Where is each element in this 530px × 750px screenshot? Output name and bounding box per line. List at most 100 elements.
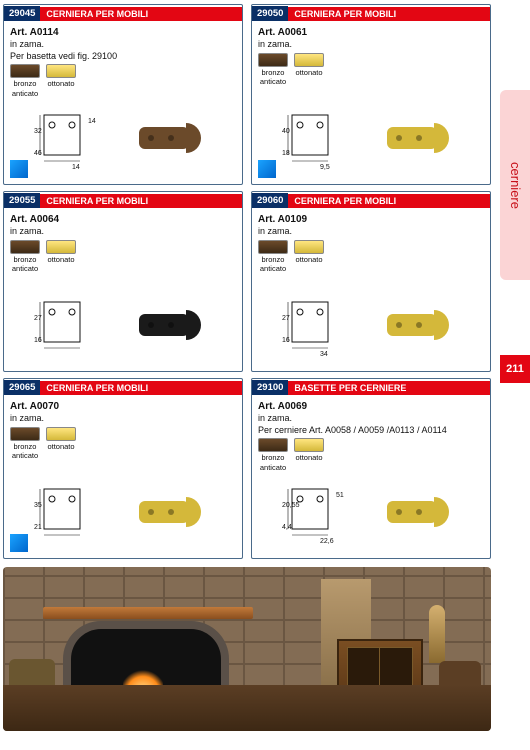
- svg-text:27: 27: [34, 315, 42, 322]
- swatch-label: ottonato: [294, 68, 324, 78]
- technical-drawing: 20,554,422,651,65: [274, 477, 344, 547]
- diagram-area: 20,554,422,651,65: [256, 469, 486, 554]
- product-code: 29045: [4, 6, 40, 21]
- technical-drawing: 40189,5: [274, 103, 344, 173]
- swatch-color: [46, 64, 76, 78]
- swatch-gold: ottonato: [294, 240, 324, 275]
- svg-text:46: 46: [34, 150, 42, 157]
- swatch-gold: ottonato: [46, 64, 76, 99]
- material: in zama.: [258, 413, 484, 425]
- swatch-color: [258, 438, 288, 452]
- page-number-badge: 211: [500, 355, 530, 383]
- product-cell: 29045 CERNIERA PER MOBILI Art. A0114 in …: [3, 4, 243, 185]
- note: Per cerniere Art. A0058 / A0059 /A0113 /…: [258, 425, 484, 437]
- swatch-label: ottonato: [46, 79, 76, 89]
- page-number: 211: [506, 363, 524, 375]
- product-title: CERNIERA PER MOBILI: [40, 7, 242, 21]
- swatch-color: [10, 427, 40, 441]
- product-render: [379, 103, 469, 173]
- diagram-area: 2716: [8, 282, 238, 367]
- swatch-color: [294, 438, 324, 452]
- diagram-area: 27 16 34: [256, 282, 486, 367]
- swatch-color: [258, 240, 288, 254]
- cell-header: 29100 BASETTE PER CERNIERE: [252, 379, 490, 396]
- product-code: 29100: [252, 380, 288, 395]
- svg-text:21: 21: [34, 524, 42, 531]
- svg-text:22,6: 22,6: [320, 538, 334, 545]
- swatch-gold: ottonato: [294, 53, 324, 88]
- product-code: 29060: [252, 193, 288, 208]
- finish-swatches: bronzoanticato ottonato: [10, 427, 236, 462]
- product-cell: 29060 CERNIERA PER MOBILI Art. A0109 in …: [251, 191, 491, 372]
- swatch-color: [46, 240, 76, 254]
- product-cell: 29065 CERNIERA PER MOBILI Art. A0070 in …: [3, 378, 243, 559]
- cell-body: Art. A0064 in zama. bronzoanticato otton…: [4, 209, 242, 278]
- cell-body: Art. A0069 in zama. Per cerniere Art. A0…: [252, 396, 490, 477]
- svg-text:9,5: 9,5: [320, 164, 330, 171]
- blue-marker-icon: [10, 534, 28, 552]
- svg-text:34: 34: [320, 351, 328, 358]
- swatch-color: [10, 64, 40, 78]
- product-grid: 29045 CERNIERA PER MOBILI Art. A0114 in …: [3, 4, 497, 565]
- svg-text:18: 18: [282, 150, 290, 157]
- product-render: [131, 103, 221, 173]
- technical-drawing: 27 16 34: [274, 290, 344, 360]
- svg-text:20,55: 20,55: [282, 502, 300, 509]
- finish-swatches: bronzoanticato ottonato: [258, 240, 484, 275]
- product-code: 29050: [252, 6, 288, 21]
- product-render: [379, 477, 469, 547]
- article-number: Art. A0109: [258, 213, 484, 226]
- swatch-color: [294, 240, 324, 254]
- material: in zama.: [258, 226, 484, 238]
- product-title: CERNIERA PER MOBILI: [40, 194, 242, 208]
- svg-text:14: 14: [88, 118, 96, 125]
- cell-header: 29065 CERNIERA PER MOBILI: [4, 379, 242, 396]
- product-title: CERNIERA PER MOBILI: [40, 381, 242, 395]
- product-title: CERNIERA PER MOBILI: [288, 7, 490, 21]
- article-number: Art. A0061: [258, 26, 484, 39]
- material: in zama.: [10, 413, 236, 425]
- swatch-label: ottonato: [46, 442, 76, 452]
- cell-body: Art. A0114 in zama. Per basetta vedi fig…: [4, 22, 242, 103]
- swatch-color: [294, 53, 324, 67]
- finish-swatches: bronzoanticato ottonato: [258, 438, 484, 473]
- swatch-bronze: bronzoanticato: [10, 240, 40, 275]
- swatch-label: bronzoanticato: [258, 68, 288, 88]
- svg-text:16: 16: [282, 337, 290, 344]
- article-number: Art. A0069: [258, 400, 484, 413]
- swatch-bronze: bronzoanticato: [10, 64, 40, 99]
- sidebar: cerniere 211: [497, 0, 530, 750]
- svg-text:27: 27: [282, 315, 290, 322]
- finish-swatches: bronzoanticato ottonato: [258, 53, 484, 88]
- swatch-bronze: bronzoanticato: [258, 240, 288, 275]
- product-cell: 29100 BASETTE PER CERNIERE Art. A0069 in…: [251, 378, 491, 559]
- cell-header: 29055 CERNIERA PER MOBILI: [4, 192, 242, 209]
- swatch-color: [46, 427, 76, 441]
- swatch-label: bronzoanticato: [10, 255, 40, 275]
- product-cell: 29055 CERNIERA PER MOBILI Art. A0064 in …: [3, 191, 243, 372]
- material: in zama.: [10, 226, 236, 238]
- note: Per basetta vedi fig. 29100: [10, 51, 236, 63]
- cell-header: 29045 CERNIERA PER MOBILI: [4, 5, 242, 22]
- product-title: BASETTE PER CERNIERE: [288, 381, 490, 395]
- swatch-color: [10, 240, 40, 254]
- product-title: CERNIERA PER MOBILI: [288, 194, 490, 208]
- material: in zama.: [10, 39, 236, 51]
- swatch-gold: ottonato: [46, 427, 76, 462]
- cell-header: 29050 CERNIERA PER MOBILI: [252, 5, 490, 22]
- section-label: cerniere: [508, 162, 523, 209]
- article-number: Art. A0114: [10, 26, 236, 39]
- article-number: Art. A0064: [10, 213, 236, 226]
- swatch-label: ottonato: [46, 255, 76, 265]
- swatch-bronze: bronzoanticato: [258, 438, 288, 473]
- finish-swatches: bronzoanticato ottonato: [10, 64, 236, 99]
- technical-drawing: 32461414: [26, 103, 96, 173]
- product-cell: 29050 CERNIERA PER MOBILI Art. A0061 in …: [251, 4, 491, 185]
- material: in zama.: [258, 39, 484, 51]
- product-render: [131, 477, 221, 547]
- cell-body: Art. A0070 in zama. bronzoanticato otton…: [4, 396, 242, 465]
- svg-text:14: 14: [72, 164, 80, 171]
- product-render: [379, 290, 469, 360]
- section-tab: cerniere: [500, 90, 530, 280]
- product-code: 29055: [4, 193, 40, 208]
